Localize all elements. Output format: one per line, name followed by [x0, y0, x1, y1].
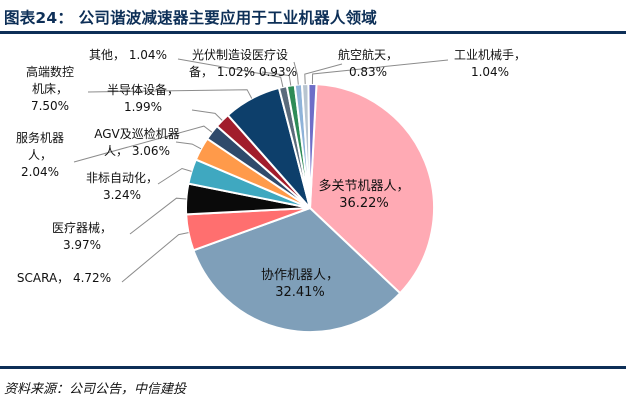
slice-label-line: 3.97% — [63, 238, 101, 252]
leader-lines — [73, 58, 449, 283]
slice-label-line: 2.04% — [21, 165, 59, 179]
slice-label-6: AGV及巡检机器人， 3.06% — [94, 126, 180, 158]
leader-line-14 — [311, 59, 449, 85]
pie-slices — [185, 82, 435, 333]
slice-label-11: 光伏制造设备， 1.02% — [189, 48, 255, 79]
slice-label-2: 协作机器人， 32.41% — [261, 268, 339, 300]
slice-label-7: 服务机器人， 2.04% — [16, 130, 64, 179]
data-labels: 多关节机器人， 36.22% 协作机器人， 32.41% SCARA， 4.72% 医疗器… — [16, 47, 526, 300]
source-note: 资料来源：公司公告，中信建投 — [4, 382, 187, 397]
title-underline — [0, 31, 626, 34]
pie-slice-1 — [308, 83, 435, 295]
leader-line-5 — [157, 167, 192, 185]
slice-label-line: 协作机器人， — [261, 268, 339, 283]
chart-title: 图表24： 公司谐波减速器主要应用于工业机器人领域 — [4, 9, 377, 27]
leader-line-7 — [73, 125, 213, 163]
footer-rule — [0, 366, 626, 369]
leader-line-9 — [87, 89, 253, 99]
slice-label-line: 服务机器 — [16, 130, 64, 145]
chart-header: 图表24： 公司谐波减速器主要应用于工业机器人领域 — [0, 0, 626, 34]
slice-label-line: 1.99% — [124, 100, 162, 114]
slice-label-line: 0.83% — [349, 65, 387, 79]
leader-line-8 — [191, 109, 223, 121]
slice-label-line: 人， 3.06% — [104, 144, 170, 158]
pie-chart: 多关节机器人， 36.22% 协作机器人， 32.41% SCARA， 4.72% 医疗器… — [16, 47, 526, 333]
slice-label-13: 航空航天， 0.83% — [338, 47, 398, 79]
leader-line-6 — [175, 141, 202, 150]
slice-label-line: ， 0.93% — [243, 65, 297, 79]
slice-label-line: 机床， — [32, 82, 68, 96]
slice-label-line: 光伏制造设 — [192, 48, 252, 62]
slice-label-9: 高端数控机床， 7.50% — [26, 64, 74, 113]
slice-label-line: 其他， 1.04% — [89, 48, 167, 62]
slice-label-line: 备， 1.02% — [189, 65, 255, 79]
slice-label-line: 工业机械手， — [454, 47, 526, 62]
slice-label-5: 非标自动化， 3.24% — [86, 171, 158, 202]
leader-line-3 — [121, 232, 189, 283]
slice-label-line: 人， — [28, 148, 52, 162]
slice-label-line: 36.22% — [339, 196, 389, 211]
slice-label-line: 多关节机器人， — [318, 178, 409, 194]
pie-slice-14 — [307, 83, 318, 209]
slice-label-line: 航空航天， — [338, 47, 398, 62]
leader-line-4 — [129, 197, 187, 235]
slice-label-line: AGV及巡检机器 — [94, 126, 180, 141]
slice-label-14: 工业机械手， 1.04% — [454, 47, 526, 79]
pie-slice-2 — [192, 206, 402, 333]
slice-label-line: SCARA， 4.72% — [17, 271, 111, 285]
slice-label-line: 医疗器械， — [52, 220, 112, 235]
slice-label-line: 医疗设 — [252, 48, 288, 62]
slice-label-line: 半导体设备， — [107, 83, 179, 97]
leader-line-12 — [293, 61, 299, 85]
slice-label-line: 1.04% — [471, 65, 509, 79]
slice-label-12: 医疗设 ， 0.93% — [243, 48, 297, 79]
slice-label-4: 医疗器械， 3.97% — [52, 220, 112, 252]
slice-label-line: 非标自动化， — [86, 171, 158, 185]
slice-label-10: 其他， 1.04% — [89, 48, 167, 62]
slice-label-3: SCARA， 4.72% — [17, 271, 111, 285]
slice-label-1: 多关节机器人， 36.22% — [318, 178, 409, 211]
slice-label-line: 32.41% — [275, 285, 325, 300]
leader-line-13 — [304, 63, 343, 85]
leader-line-10 — [177, 58, 284, 88]
slice-label-8: 半导体设备， 1.99% — [107, 83, 179, 114]
slice-label-line: 3.24% — [103, 188, 141, 202]
slice-label-line: 7.50% — [31, 99, 69, 113]
slice-label-line: 高端数控 — [26, 64, 74, 79]
leader-line-11 — [261, 71, 292, 86]
